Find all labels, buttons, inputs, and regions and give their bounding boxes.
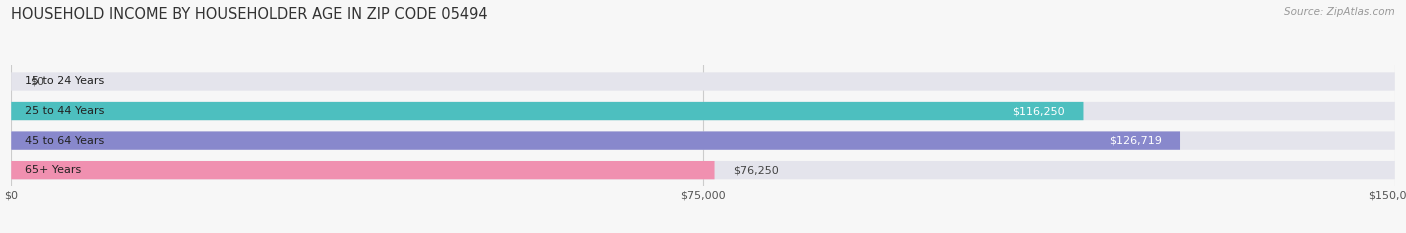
Text: $0: $0 [30,76,44,86]
Text: $126,719: $126,719 [1109,136,1161,146]
FancyBboxPatch shape [11,131,1180,150]
FancyBboxPatch shape [11,72,1395,91]
FancyBboxPatch shape [11,161,714,179]
Text: $76,250: $76,250 [733,165,779,175]
FancyBboxPatch shape [11,102,1084,120]
FancyBboxPatch shape [11,161,1395,179]
FancyBboxPatch shape [11,102,1395,120]
Text: 65+ Years: 65+ Years [25,165,82,175]
Text: HOUSEHOLD INCOME BY HOUSEHOLDER AGE IN ZIP CODE 05494: HOUSEHOLD INCOME BY HOUSEHOLDER AGE IN Z… [11,7,488,22]
Text: 15 to 24 Years: 15 to 24 Years [25,76,104,86]
Text: 25 to 44 Years: 25 to 44 Years [25,106,104,116]
Text: 45 to 64 Years: 45 to 64 Years [25,136,104,146]
Text: Source: ZipAtlas.com: Source: ZipAtlas.com [1284,7,1395,17]
FancyBboxPatch shape [11,131,1395,150]
Text: $116,250: $116,250 [1012,106,1064,116]
